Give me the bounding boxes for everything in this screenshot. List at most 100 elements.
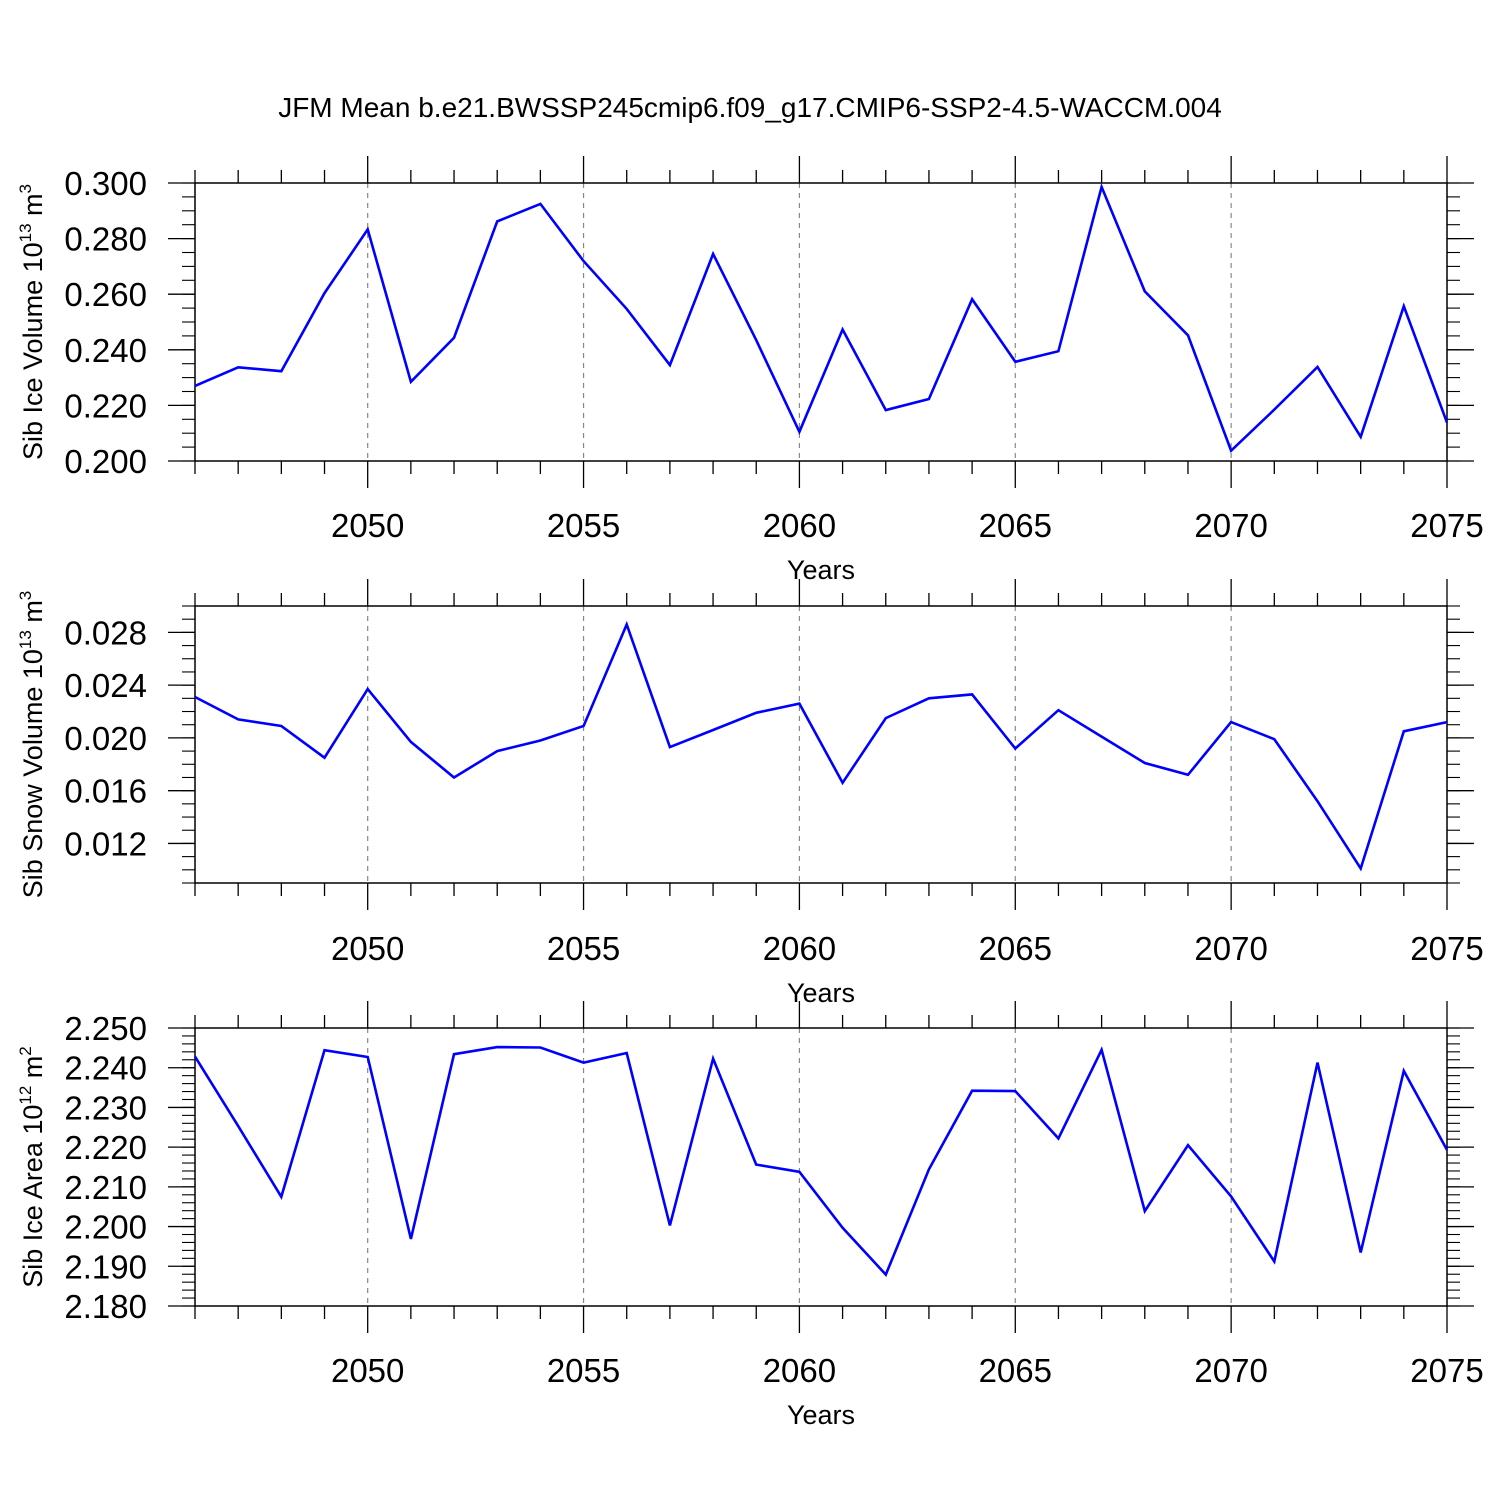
data-point — [495, 219, 499, 223]
data-point — [193, 695, 197, 699]
data-point — [279, 1195, 283, 1199]
plot-frame — [194, 182, 1448, 462]
y-tick-label: 0.240 — [64, 332, 147, 369]
data-point — [1229, 720, 1233, 724]
x-tick-label: 2055 — [547, 507, 620, 544]
panel-sib-snow-volume: 0.012 0.016 0.020 0.024 0.028 2050 2055 2060 206… — [16, 579, 1484, 1008]
data-point — [1272, 408, 1276, 412]
y-tick-label: 2.240 — [64, 1050, 147, 1087]
data-point — [625, 622, 629, 626]
data-point — [1402, 304, 1406, 308]
x-tick-label: 2060 — [763, 507, 836, 544]
y-tick-label: 2.180 — [64, 1288, 147, 1325]
data-point — [668, 1223, 672, 1227]
x-tick-label: 2070 — [1194, 1352, 1267, 1389]
x-axis-title: Years — [787, 1400, 855, 1430]
data-point — [1056, 1136, 1060, 1140]
data-point — [1100, 1048, 1104, 1052]
data-point — [323, 1048, 327, 1052]
data-point — [1186, 1143, 1190, 1147]
data-point — [279, 369, 283, 373]
data-point — [668, 745, 672, 749]
x-tick-label: 2070 — [1194, 930, 1267, 967]
data-point — [366, 1055, 370, 1059]
data-point — [495, 1045, 499, 1049]
x-tick-label: 2060 — [763, 1352, 836, 1389]
x-tick-label: 2075 — [1410, 507, 1483, 544]
data-point — [884, 1273, 888, 1277]
data-point — [1186, 773, 1190, 777]
y-tick-label: 0.280 — [64, 221, 147, 258]
data-point — [841, 328, 845, 332]
data-point — [927, 1167, 931, 1171]
y-tick-label: 2.250 — [64, 1010, 147, 1047]
series-line-sib-snow-volume — [194, 620, 1448, 872]
x-axis-title: Years — [787, 555, 855, 585]
x-tick-label: 2050 — [331, 507, 404, 544]
data-point — [1272, 1260, 1276, 1264]
data-point — [1013, 1089, 1017, 1093]
data-point — [1445, 720, 1449, 724]
y-tick-label: 0.300 — [64, 165, 147, 202]
data-point — [754, 711, 758, 715]
y-tick-label: 0.012 — [64, 825, 147, 862]
data-point — [495, 749, 499, 753]
y-tick-label: 0.200 — [64, 443, 147, 480]
y-tick-label: 0.016 — [64, 773, 147, 810]
x-tick-label: 2075 — [1410, 930, 1483, 967]
data-point — [1056, 708, 1060, 712]
y-tick-label: 2.200 — [64, 1209, 147, 1246]
data-point — [1315, 365, 1319, 369]
y-tick-label: 2.190 — [64, 1248, 147, 1285]
data-point — [582, 724, 586, 728]
x-tick-label: 2065 — [979, 507, 1052, 544]
data-point — [797, 430, 801, 434]
x-axis-title: Years — [787, 978, 855, 1008]
data-point — [1402, 1069, 1406, 1073]
data-point — [409, 1237, 413, 1241]
data-point — [841, 781, 845, 785]
y-tick-label: 0.024 — [64, 667, 147, 704]
data-point — [711, 728, 715, 732]
data-point — [1143, 1209, 1147, 1213]
data-point — [1056, 349, 1060, 353]
x-tick-label: 2055 — [547, 1352, 620, 1389]
y-tick-label: 0.260 — [64, 276, 147, 313]
data-point — [538, 202, 542, 206]
data-point — [754, 1163, 758, 1167]
data-point — [236, 1124, 240, 1128]
y-axis-title: Sib Snow Volume 1013 m3 — [16, 591, 48, 899]
x-tick-label: 2065 — [979, 1352, 1052, 1389]
data-point — [970, 692, 974, 696]
data-point — [1100, 185, 1104, 189]
data-point — [409, 740, 413, 744]
data-point — [711, 1057, 715, 1061]
x-tick-label: 2060 — [763, 930, 836, 967]
data-point — [193, 1055, 197, 1059]
data-point — [366, 687, 370, 691]
plot-frame — [194, 1027, 1448, 1307]
data-point — [1402, 729, 1406, 733]
data-point — [279, 724, 283, 728]
data-point — [452, 775, 456, 779]
panel-sib-ice-volume: 0.200 0.220 0.240 0.260 0.280 0.300 2050 2055 20… — [16, 156, 1484, 585]
data-point — [1359, 1250, 1363, 1254]
data-point — [1315, 799, 1319, 803]
data-point — [1272, 737, 1276, 741]
series-line-sib-ice-volume — [194, 182, 1449, 453]
data-point — [538, 739, 542, 743]
data-point — [841, 1226, 845, 1230]
series-line-sib-ice-area — [193, 1045, 1449, 1277]
data-point — [927, 397, 931, 401]
data-point — [236, 365, 240, 369]
data-point — [711, 252, 715, 256]
y-tick-label: 0.020 — [64, 720, 147, 757]
data-point — [452, 336, 456, 340]
y-tick-label: 2.220 — [64, 1129, 147, 1166]
data-point — [1143, 289, 1147, 293]
data-point — [1359, 866, 1363, 870]
data-point — [582, 1061, 586, 1065]
data-point — [1186, 333, 1190, 337]
data-point — [366, 227, 370, 231]
